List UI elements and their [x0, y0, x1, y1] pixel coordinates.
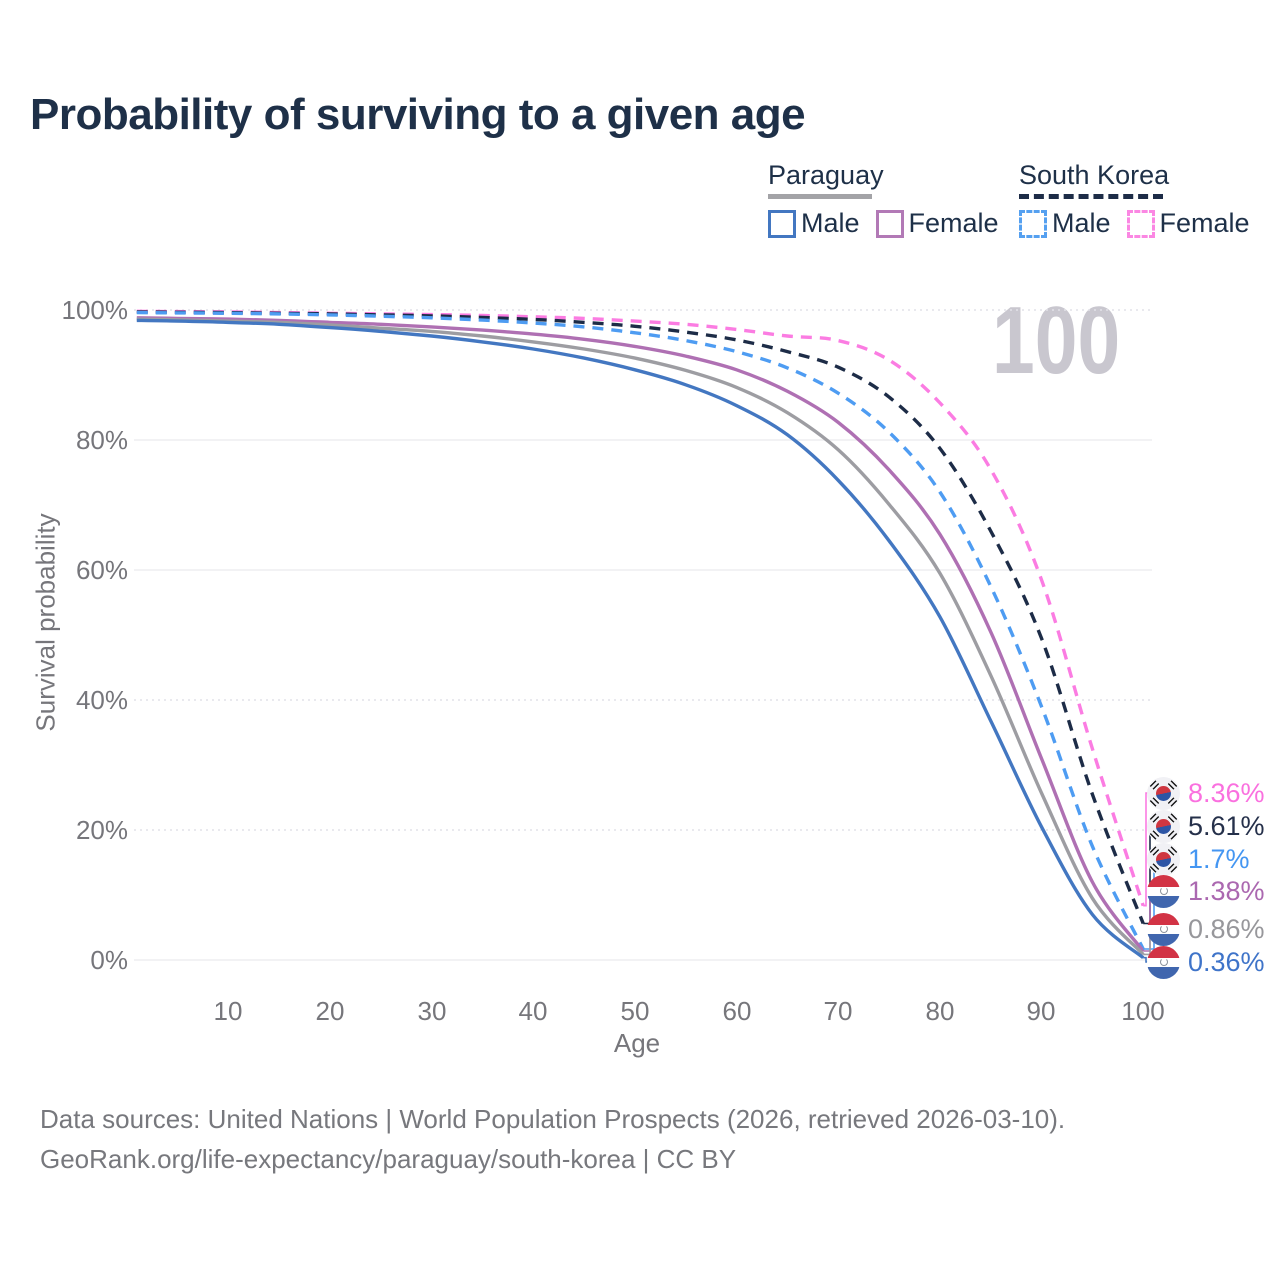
end-label-value: 1.38% — [1188, 875, 1265, 906]
paraguay-male-swatch-icon — [768, 209, 796, 238]
x-tick-20: 20 — [315, 996, 345, 1026]
y-tick-40: 40% — [75, 685, 128, 715]
x-tick-10: 10 — [213, 996, 243, 1026]
end-label-value: 0.86% — [1188, 913, 1265, 944]
y-tick-0: 0% — [90, 945, 128, 975]
paraguay-flag-icon — [1147, 945, 1180, 979]
paraguay-flag-icon — [1147, 912, 1180, 946]
south-korea-female-swatch-icon — [1126, 209, 1155, 238]
x-tick-80: 80 — [925, 996, 955, 1026]
x-tick-100: 100 — [1121, 996, 1165, 1026]
legend-item-label: Female — [1159, 208, 1250, 238]
end-label-value: 0.36% — [1188, 946, 1265, 977]
legend-item-label: Male — [801, 208, 860, 238]
legend-group-paraguay: Paraguay Male Female — [768, 160, 999, 239]
end-label-paraguay-female: 1.38% — [1147, 874, 1265, 908]
legend-item-label: Female — [908, 208, 999, 238]
y-tick-60: 60% — [75, 555, 128, 585]
south-korea-line-style-swatch — [1019, 194, 1163, 199]
page-title: Probability of surviving to a given age — [30, 90, 806, 139]
x-tick-60: 60 — [722, 996, 752, 1026]
x-tick-70: 70 — [823, 996, 853, 1026]
paraguay-line-style-swatch — [768, 194, 872, 199]
south-korea-flag-icon — [1147, 809, 1180, 843]
paraguay-female-swatch-icon — [875, 209, 904, 238]
legend-item-paraguay-male[interactable]: Male — [768, 208, 860, 239]
x-tick-50: 50 — [620, 996, 650, 1026]
end-label-value: 5.61% — [1188, 810, 1265, 841]
legend-group-south-korea: South Korea Male Female — [1019, 160, 1250, 239]
legend-item-south-korea-male[interactable]: Male — [1019, 208, 1111, 239]
south-korea-flag-icon — [1147, 842, 1180, 876]
data-sources-text: Data sources: United Nations | World Pop… — [40, 1104, 1066, 1134]
end-label-value: 1.7% — [1188, 843, 1250, 874]
x-tick-40: 40 — [518, 996, 548, 1026]
legend-item-label: Male — [1052, 208, 1111, 238]
x-axis-title: Age — [613, 1028, 661, 1058]
end-label-value: 8.36% — [1188, 777, 1265, 808]
y-tick-100: 100% — [61, 295, 129, 325]
end-label-south-korea-both: 5.61% — [1147, 809, 1265, 843]
end-label-paraguay-both: 0.86% — [1147, 912, 1265, 946]
south-korea-male-swatch-icon — [1019, 209, 1047, 238]
end-label-paraguay-male: 0.36% — [1147, 945, 1265, 979]
y-tick-80: 80% — [75, 425, 128, 455]
legend-item-south-korea-female[interactable]: Female — [1126, 208, 1250, 239]
x-tick-30: 30 — [417, 996, 447, 1026]
end-label-south-korea-male: 1.7% — [1147, 842, 1250, 876]
hover-age-watermark: 100 — [991, 287, 1120, 394]
south-korea-flag-icon — [1147, 776, 1180, 810]
legend-country-paraguay: Paraguay — [768, 160, 884, 190]
paraguay-flag-icon — [1147, 874, 1180, 908]
legend-item-paraguay-female[interactable]: Female — [875, 208, 999, 239]
end-label-south-korea-female: 8.36% — [1147, 776, 1265, 810]
y-tick-20: 20% — [75, 815, 128, 845]
attribution-text: GeoRank.org/life-expectancy/paraguay/sou… — [40, 1144, 737, 1174]
legend-country-south-korea: South Korea — [1019, 160, 1170, 190]
x-tick-90: 90 — [1026, 996, 1056, 1026]
